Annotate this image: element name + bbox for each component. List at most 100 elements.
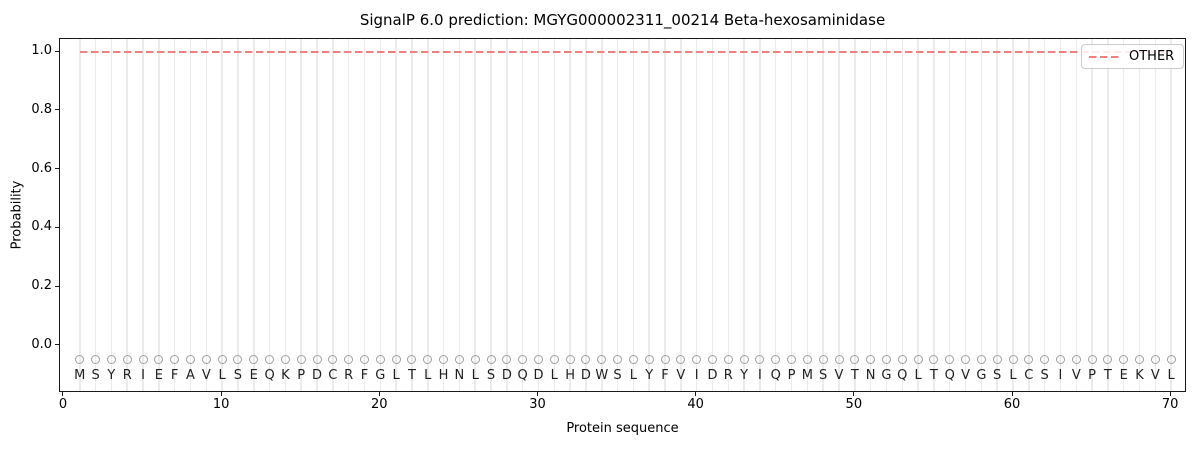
gridline (711, 39, 714, 391)
residue-marker-circle (1071, 354, 1081, 364)
residue-letter: P (1088, 367, 1097, 383)
residue-marker-circle (992, 354, 1002, 364)
residue-letter: S (486, 367, 496, 383)
residue-letter: S (993, 367, 1002, 383)
gridline (173, 39, 176, 391)
residue-letter: L (471, 367, 479, 383)
gridline (790, 39, 793, 391)
x-tick-mark (378, 392, 380, 396)
x-axis-label: Protein sequence (566, 421, 679, 436)
gridline (980, 39, 983, 391)
residue-marker-circle (1040, 354, 1050, 364)
residue-marker-circle (850, 354, 860, 364)
gridline (126, 39, 128, 391)
residue-letter: Y (645, 367, 654, 383)
residue-letter: V (961, 367, 970, 383)
gridline (142, 39, 144, 391)
residue-marker-circle (723, 354, 733, 364)
residue-letter: Q (897, 367, 908, 383)
residue-marker-circle (470, 354, 480, 364)
residue-marker-circle (644, 354, 654, 364)
residue-marker-circle (866, 354, 876, 364)
residue-letter: L (550, 367, 558, 383)
residue-marker-circle (217, 354, 227, 364)
y-tick-mark (55, 168, 59, 170)
y-axis-label: Probability (9, 180, 25, 250)
residue-marker-circle (1008, 354, 1018, 364)
residue-marker-circle (486, 354, 496, 364)
residue-marker-circle (707, 354, 717, 364)
residue-letter: M (74, 367, 86, 383)
gridline (253, 39, 255, 391)
residue-letter: V (1071, 367, 1081, 383)
x-tick-mark (1169, 392, 1171, 396)
gridline (1170, 39, 1172, 391)
gridline (585, 39, 587, 391)
residue-letter: Q (944, 367, 955, 383)
x-tick-label: 30 (529, 397, 546, 412)
residue-letter: F (661, 367, 669, 383)
residue-letter: F (360, 367, 369, 383)
residue-letter: E (1119, 367, 1128, 383)
residue-marker-circle (296, 354, 306, 364)
gridline (284, 39, 287, 391)
residue-letter: L (424, 367, 432, 383)
residue-letter: D (501, 367, 512, 383)
legend-dashed-line-icon (1089, 55, 1120, 58)
residue-letter: R (344, 367, 354, 383)
residue-letter: D (533, 367, 544, 383)
x-tick-label: 40 (687, 397, 704, 412)
chart-title: SignalP 6.0 prediction: MGYG000002311_00… (359, 11, 886, 29)
gridline (759, 39, 761, 391)
residue-letter: I (1058, 367, 1063, 383)
residue-letter: T (407, 367, 416, 383)
residue-letter: D (312, 367, 323, 383)
residue-letter: Y (740, 367, 749, 383)
residue-marker-circle (818, 354, 828, 364)
residue-letter: Q (517, 367, 528, 383)
gridline (680, 39, 682, 391)
y-tick-mark (55, 344, 59, 346)
residue-marker-circle (154, 354, 164, 364)
gridline (221, 39, 223, 391)
residue-letter: L (218, 367, 226, 383)
residue-marker-circle (755, 354, 765, 364)
residue-letter: S (1040, 367, 1049, 383)
residue-marker-circle (454, 354, 464, 364)
residue-letter: W (595, 367, 609, 383)
x-tick-label: 60 (1003, 397, 1021, 412)
residue-letter: N (865, 367, 876, 383)
y-tick-label: 0.0 (31, 336, 52, 352)
y-tick-mark (55, 50, 59, 52)
x-tick-mark (1011, 392, 1013, 396)
gridline (158, 39, 160, 391)
residue-marker-circle (344, 354, 354, 364)
residue-letter: T (929, 367, 938, 383)
residue-letter: E (249, 367, 258, 383)
residue-letter: C (1024, 367, 1034, 383)
residue-letter: G (375, 367, 386, 383)
gridline (1107, 39, 1109, 391)
gridline (648, 39, 650, 391)
gridline (490, 39, 492, 391)
x-tick-label: 50 (845, 397, 863, 412)
residue-marker-circle (423, 354, 433, 364)
y-tick-label: 0.8 (31, 101, 52, 117)
residue-marker-circle (1150, 354, 1160, 364)
residue-letter: M (801, 367, 813, 383)
gridline (537, 39, 540, 391)
residue-letter: N (454, 367, 465, 383)
residue-letter: E (154, 367, 163, 383)
residue-marker-circle (771, 354, 781, 364)
residue-marker-circle (375, 354, 385, 364)
residue-letter: D (707, 367, 718, 383)
x-tick-label: 70 (1161, 397, 1179, 412)
gridline (1154, 39, 1157, 391)
x-tick-label: 0 (58, 397, 68, 412)
gridline (838, 39, 840, 391)
gridline (205, 39, 208, 391)
gridline (427, 39, 429, 391)
residue-letter: T (850, 367, 859, 383)
other-probability-line (79, 51, 1172, 54)
